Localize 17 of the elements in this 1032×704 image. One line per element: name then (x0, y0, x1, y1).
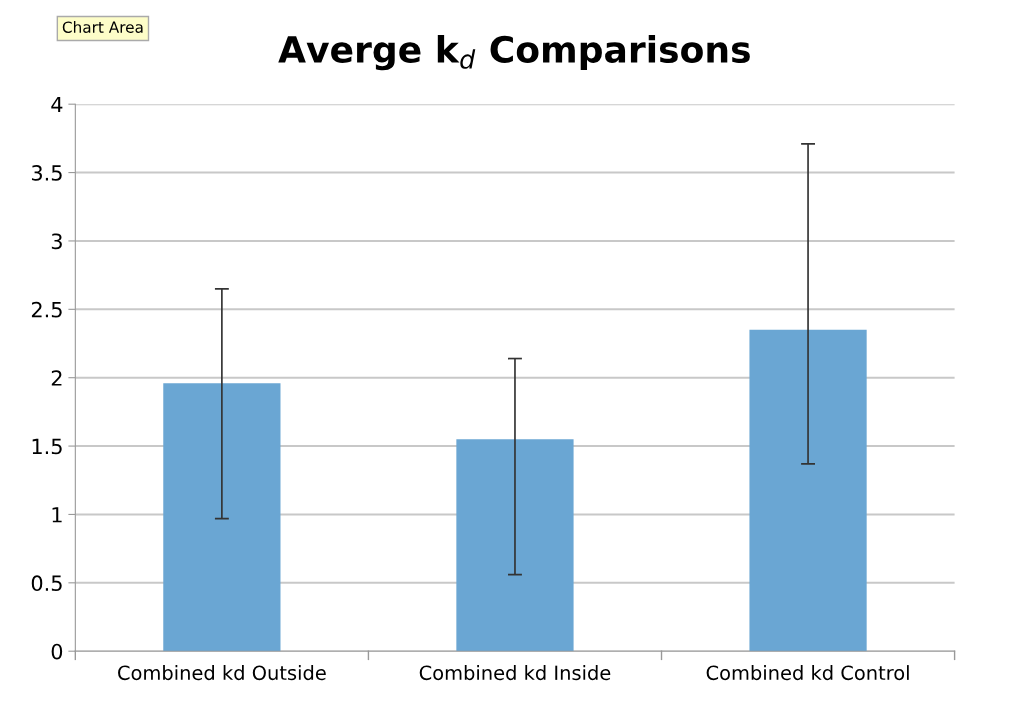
bar (456, 439, 574, 652)
y-tick-label: 0 (51, 643, 63, 660)
y-tick-label: 4 (51, 96, 63, 113)
y-tick-label: 1 (52, 507, 62, 523)
y-tick-label: 3 (51, 233, 62, 250)
text: Chart Area (62, 21, 143, 33)
y-tick-label: 2.5 (31, 301, 62, 318)
bar (749, 329, 867, 652)
y-tick-label: 1.5 (32, 438, 62, 455)
y-tick-label: 3.5 (31, 165, 62, 181)
bar (163, 383, 281, 652)
x-tick-label: Combined kd Inside (419, 665, 611, 681)
x-tick-label: Combined kd Outside (118, 665, 326, 681)
y-tick-label: 2 (51, 370, 62, 386)
y-tick-label: 0.5 (31, 575, 62, 592)
chart-title: Averge k$_{d}$ Comparisons (278, 35, 750, 71)
x-tick-label: Combined kd Control (706, 665, 909, 681)
